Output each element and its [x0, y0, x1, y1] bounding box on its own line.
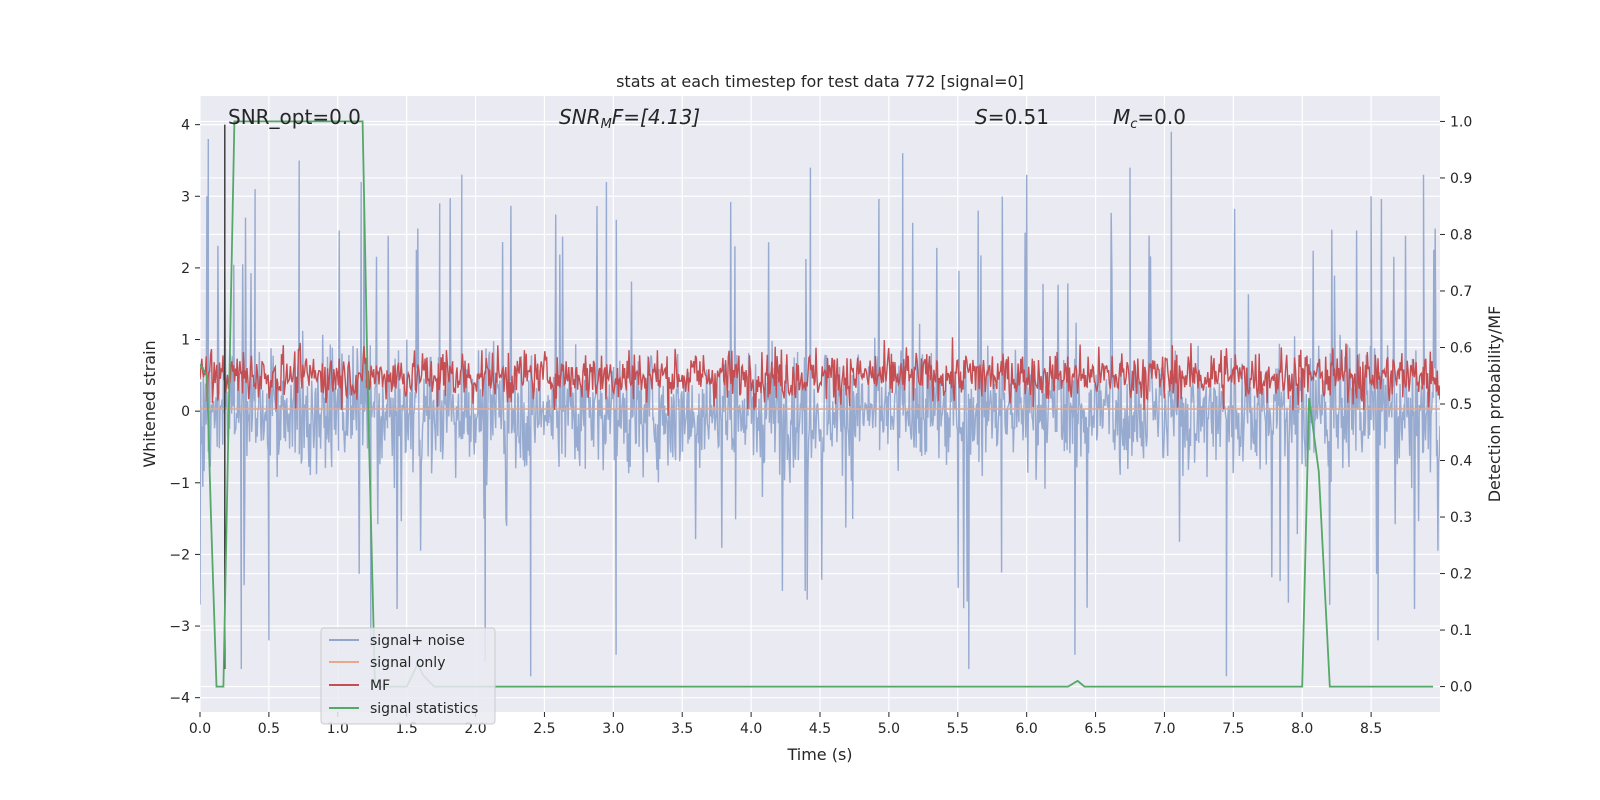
x-tick-label: 4.5: [809, 721, 831, 737]
y-tick-label: 3: [181, 189, 190, 205]
legend-box: [320, 627, 496, 725]
chart-title: stats at each timestep for test data 772…: [616, 72, 1024, 91]
y-axis-left: 4 3 2 1 0 −1 −2 −3 −4: [169, 118, 200, 707]
x-tick-label: 7.5: [1222, 721, 1244, 737]
y-axis-label: Whitened strain: [140, 340, 159, 467]
y-tick-label: −1: [169, 476, 190, 492]
y-right-tick-label: 0.9: [1450, 171, 1472, 187]
x-tick-label: 5.0: [878, 721, 900, 737]
grid: [199, 96, 1440, 712]
y-axis-right: 1.0 0.9 0.8 0.7 0.6 0.5 0.4 0.3 0.2 0.1 0.0: [1440, 114, 1472, 696]
y-right-tick-label: 0.7: [1450, 284, 1472, 300]
x-tick-label: 0.0: [189, 721, 211, 737]
x-tick-label: 1.5: [396, 721, 418, 737]
x-tick-label: 2.0: [464, 721, 486, 737]
s-annotation: S=0.51: [975, 105, 1049, 129]
snr-mf-annotation: SNRMF=[4.13]: [559, 105, 700, 132]
x-tick-label: 3.5: [671, 721, 693, 737]
y-tick-label: 2: [181, 261, 190, 277]
y-right-tick-label: 0.4: [1450, 454, 1472, 470]
x-tick-label: 4.0: [740, 721, 762, 737]
x-axis: 0.0 0.5 1.0 1.5 2.0 2.5 3.0 3.5 4.0 4.5 5.0 5.5 6.0 6…: [189, 712, 1382, 737]
x-tick-label: 5.5: [947, 721, 969, 737]
legend-label-mf: MF: [370, 678, 390, 694]
y-axis-label-right: Detection probability/MF: [1485, 306, 1504, 503]
y-right-tick-label: 0.8: [1450, 227, 1472, 243]
x-tick-label: 8.5: [1360, 721, 1382, 737]
mc-annotation: Mc=0.0: [1113, 105, 1186, 132]
y-tick-label: 4: [181, 118, 190, 134]
y-right-tick-label: 0.5: [1450, 397, 1472, 413]
snr-opt-annotation: SNR_opt=0.0: [228, 105, 361, 129]
x-tick-label: 6.5: [1084, 721, 1106, 737]
x-tick-label: 7.0: [1153, 721, 1175, 737]
y-tick-label: −3: [169, 619, 190, 635]
y-right-tick-label: 0.2: [1450, 567, 1472, 583]
x-tick-label: 2.5: [533, 721, 555, 737]
x-axis-label: Time (s): [786, 745, 852, 764]
x-tick-label: 8.0: [1291, 721, 1313, 737]
legend: signal+ noise signal only MF signal stat…: [320, 627, 496, 725]
y-right-tick-label: 0.1: [1450, 623, 1472, 639]
y-right-tick-label: 0.3: [1450, 510, 1472, 526]
legend-label-signal-statistics: signal statistics: [370, 701, 478, 717]
series-mf-line: [200, 337, 1440, 416]
x-tick-label: 0.5: [258, 721, 280, 737]
y-tick-label: −2: [169, 547, 190, 563]
y-right-tick-label: 0.6: [1450, 340, 1472, 356]
y-right-tick-label: 1.0: [1450, 114, 1472, 130]
series-signal-noise-line: [200, 131, 1440, 677]
legend-label-signal-noise: signal+ noise: [370, 633, 465, 649]
y-right-tick-label: 0.0: [1450, 680, 1472, 696]
x-tick-label: 1.0: [327, 721, 349, 737]
legend-label-signal-only: signal only: [370, 655, 445, 671]
x-tick-label: 3.0: [602, 721, 624, 737]
y-tick-label: −4: [169, 691, 190, 707]
x-tick-label: 6.0: [1016, 721, 1038, 737]
y-tick-label: 0: [181, 404, 190, 420]
y-tick-label: 1: [181, 333, 190, 349]
